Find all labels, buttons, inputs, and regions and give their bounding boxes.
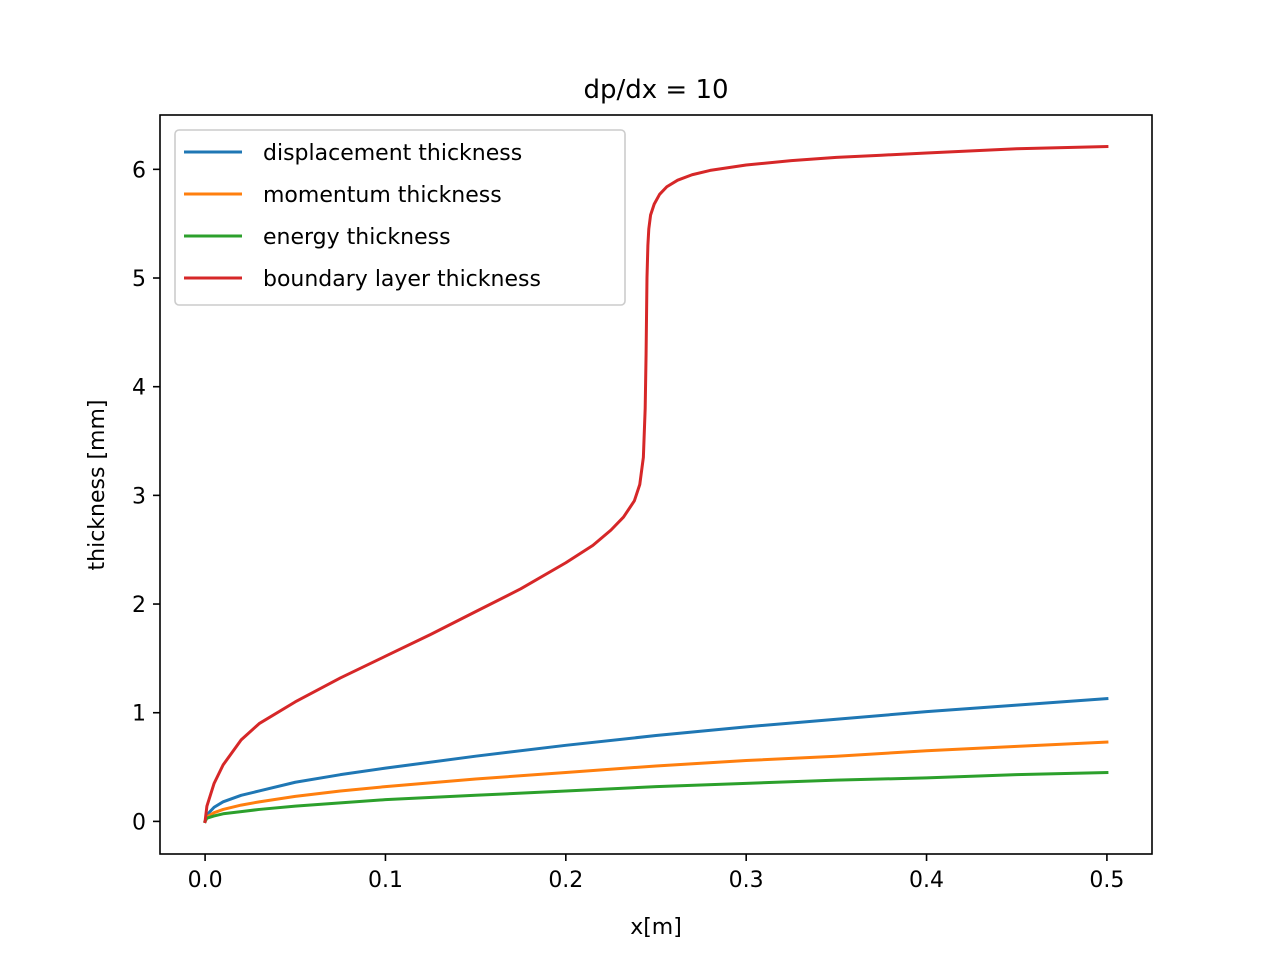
x-tick-label: 0.2 — [548, 868, 583, 893]
series-line-2 — [203, 740, 1109, 824]
plot-frame — [159, 114, 1153, 855]
legend: displacement thickness momentum thickness… — [174, 129, 626, 306]
legend-frame — [174, 129, 626, 306]
legend-label-2: momentum thickness — [263, 183, 502, 208]
y-tick-label: 3 — [132, 484, 146, 509]
y-tick-label: 5 — [132, 267, 146, 292]
x-tick-label: 0.1 — [368, 868, 403, 893]
x-tick-label: 0.5 — [1089, 868, 1124, 893]
y-tick-label: 6 — [132, 158, 146, 183]
legend-label-4: boundary layer thickness — [263, 267, 541, 292]
x-tick-label: 0.4 — [909, 868, 944, 893]
y-axis-label: thickness [mm] — [85, 400, 110, 571]
y-tick-label: 0 — [132, 810, 146, 835]
plot-lines — [203, 144, 1109, 824]
x-tick-label: 0.0 — [188, 868, 223, 893]
x-axis-label: x[m] — [630, 915, 682, 940]
y-tick-label: 4 — [132, 376, 146, 401]
x-tick-label: 0.3 — [729, 868, 764, 893]
x-axis-ticks: 0.0 0.1 0.2 0.3 0.4 0.5 — [188, 854, 1124, 893]
series-line-1 — [203, 696, 1109, 824]
series-line-3 — [203, 770, 1109, 824]
legend-label-3: energy thickness — [263, 225, 451, 250]
y-axis-ticks: 0 1 2 3 4 5 6 — [132, 158, 160, 835]
y-tick-label: 1 — [132, 702, 146, 727]
chart-title: dp/dx = 10 — [583, 75, 728, 105]
series-line-4 — [203, 144, 1109, 824]
y-tick-label: 2 — [132, 593, 146, 618]
legend-label-1: displacement thickness — [263, 141, 522, 166]
